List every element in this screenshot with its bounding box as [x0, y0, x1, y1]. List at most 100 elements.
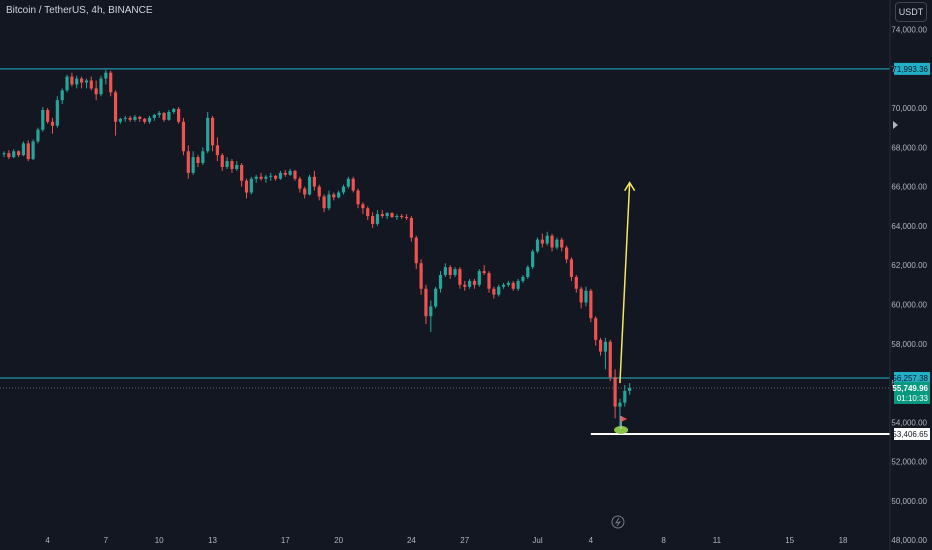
x-tick-label: 10: [155, 536, 164, 545]
candle-body: [332, 194, 336, 198]
candle-body: [560, 239, 564, 248]
candle-body: [312, 176, 316, 187]
candle-body: [361, 204, 365, 209]
price-axis: 74,000.0072,000.0070,000.0068,000.0066,0…: [889, 0, 930, 550]
candle-body: [429, 306, 433, 317]
candle-body: [7, 153, 11, 158]
candle-body: [443, 267, 447, 275]
candle-body: [26, 143, 30, 160]
candle-body: [540, 239, 544, 244]
candle-body: [371, 216, 375, 224]
x-tick-label: 27: [460, 536, 469, 545]
candle-body: [424, 288, 428, 317]
candle-body: [613, 377, 617, 407]
y-tick-label: 74,000.00: [891, 25, 927, 34]
candle-body: [181, 121, 186, 152]
candle-body: [191, 157, 195, 173]
candle-body: [598, 339, 603, 352]
x-tick-label: 18: [839, 536, 848, 545]
candle-body: [623, 390, 627, 403]
candle-body: [303, 188, 307, 195]
candle-body: [283, 172, 287, 175]
candle-body: [501, 284, 506, 287]
candle-body: [12, 151, 16, 158]
candle-body: [177, 109, 181, 122]
y-tick-label: 62,000.00: [891, 261, 927, 270]
candle-body: [511, 282, 515, 289]
candle-body: [75, 78, 79, 85]
candle-body: [225, 161, 229, 167]
horizontal-levels: [0, 68, 890, 435]
candle-body: [36, 129, 40, 142]
candle-body: [574, 276, 578, 289]
candle-body: [21, 143, 25, 156]
x-tick-label: 13: [208, 536, 217, 545]
candle-body: [390, 213, 394, 218]
candle-body: [608, 341, 612, 378]
candle-body: [535, 239, 540, 252]
support-tag: 53,406.65: [892, 430, 928, 439]
candle-body: [167, 111, 171, 120]
candle-body: [46, 110, 50, 122]
lightning-icon: [611, 515, 625, 529]
candle-body: [448, 267, 452, 275]
candle-body: [31, 141, 35, 160]
candle-body: [492, 288, 496, 295]
candle-body: [472, 280, 477, 285]
candle-body: [128, 117, 132, 120]
candle-body: [409, 218, 413, 238]
candle-body: [385, 213, 389, 217]
candle-body: [210, 117, 215, 146]
candle-body: [143, 118, 147, 122]
candle-body: [196, 157, 200, 164]
x-tick-label: 20: [334, 536, 343, 545]
candle-body: [109, 72, 113, 93]
candle-body: [419, 263, 423, 289]
candle-body: [172, 109, 176, 112]
y-tick-label: 64,000.00: [891, 222, 927, 231]
flag-mound-icon: [614, 425, 629, 434]
candle-body: [264, 176, 268, 179]
candle-body: [477, 271, 481, 285]
x-tick-label: 7: [104, 536, 109, 545]
candle-body: [468, 280, 472, 287]
symbol-title: Bitcoin / TetherUS, 4h, BINANCE: [6, 5, 153, 16]
level-tag: 56,257.38: [892, 374, 928, 383]
candle-body: [351, 178, 355, 191]
candle-body: [162, 112, 166, 120]
candle-body: [327, 194, 331, 209]
candle-body: [463, 284, 467, 287]
candle-body: [133, 116, 137, 120]
candle-body: [589, 290, 593, 319]
candle-body: [240, 165, 244, 181]
y-tick-label: 48,000.00: [891, 536, 927, 545]
candle-body: [337, 192, 341, 198]
candle-body: [288, 170, 292, 175]
flag-icon: [621, 415, 628, 422]
candle-body: [70, 76, 74, 85]
candle-body: [269, 175, 273, 177]
support-tag-bg: [894, 427, 930, 440]
candle-body: [2, 153, 6, 155]
projection-arrow-head: [624, 181, 636, 192]
current-price-tag-bg: [894, 381, 930, 404]
candle-body: [41, 110, 45, 130]
candle-body: [346, 178, 350, 187]
lightning-bolt-icon: [614, 517, 622, 527]
candle-body: [395, 216, 399, 218]
candle-body: [322, 196, 326, 209]
candle-body: [206, 117, 210, 152]
candle-body: [278, 172, 283, 179]
candle-body: [414, 237, 418, 264]
countdown-tag: 01:10:33: [897, 394, 929, 403]
currency-button[interactable]: USDT: [895, 2, 927, 22]
x-tick-label: 24: [407, 536, 416, 545]
y-tick-label: 58,000.00: [891, 340, 927, 349]
candle-body: [118, 118, 122, 122]
candle-body: [215, 145, 219, 156]
candle-body: [254, 176, 258, 179]
candle-body: [50, 121, 55, 126]
projection-arrow-line: [619, 182, 631, 384]
candle-body: [230, 161, 234, 169]
